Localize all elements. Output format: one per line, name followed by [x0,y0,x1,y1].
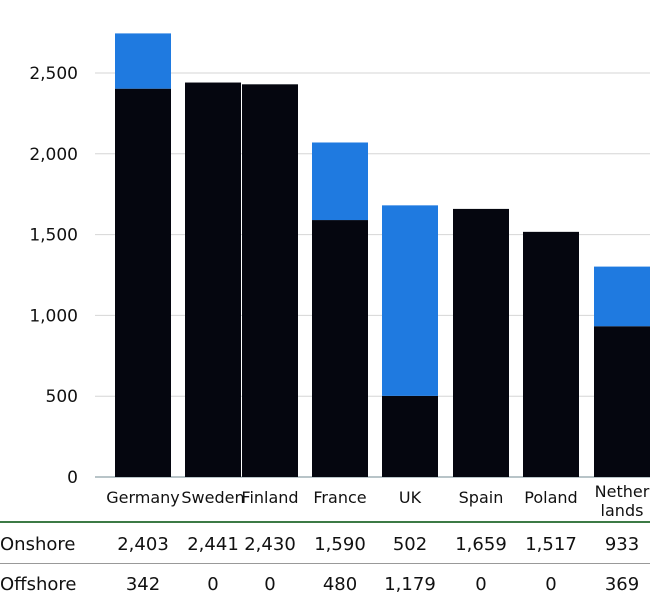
table-cell: 480 [322,574,358,595]
bar-onshore-finland [242,84,298,477]
table-cell: 342 [125,574,161,595]
table-cell: 933 [604,534,640,555]
bar-onshore-spain [453,208,509,478]
table-row-onshore: Onshore 2,403 2,441 2,430 1,590 502 1,659 1,517… [0,526,650,564]
stacked-bar-chart: 0 500 1,000 1,500 2,000 2,500 Germany SwedenFi… [29,33,650,520]
table-cell: 2,403 [117,534,169,555]
x-tick-label: Germany [106,488,180,507]
row-label: Offshore [0,574,77,595]
table-cell: 2,430 [244,534,296,555]
bar-onshore-sweden [185,82,241,478]
y-tick-label: 2,500 [29,64,78,84]
x-tick-label: Poland [524,488,577,507]
bar-onshore-nether-lands [594,326,650,477]
bar-offshore-france [312,142,368,221]
bar-offshore-uk [382,205,438,396]
x-tick-label: Spain [459,488,504,507]
bar-onshore-poland [523,231,579,477]
table-cell: 369 [604,574,640,595]
x-tick-label: UK [399,488,422,507]
x-tick-label: France [313,488,366,507]
table-cell: 502 [392,534,428,555]
table-cell: 1,659 [455,534,507,555]
table-cell: 1,179 [384,574,436,595]
table-divider-top [0,521,650,523]
table-row-offshore: Offshore 342 0 0 480 1,179 0 0 369 [0,566,650,604]
x-tick-label: Sweden [181,488,244,507]
bar-onshore-uk [382,395,438,477]
table-divider [0,563,650,564]
table-cell: 1,517 [525,534,577,555]
x-tick-label: lands [601,501,644,520]
table-cell: 1,590 [314,534,366,555]
table-cell: 0 [264,574,276,595]
y-tick-label: 0 [67,468,78,488]
bar-offshore-nether-lands [594,266,650,327]
table-cell: 2,441 [187,534,239,555]
x-tick-label: Nether [595,482,650,501]
y-tick-label: 1,000 [29,306,78,326]
y-tick-label: 500 [46,387,78,407]
y-tick-label: 2,000 [29,145,78,165]
y-tick-label: 1,500 [29,226,78,246]
bar-onshore-france [312,220,368,477]
row-label: Onshore [0,534,76,555]
table-cell: 0 [475,574,487,595]
x-tick-label: Finland [241,488,298,507]
bar-onshore-germany [115,88,171,477]
bar-offshore-germany [115,33,171,89]
table-cell: 0 [545,574,557,595]
table-cell: 0 [207,574,219,595]
